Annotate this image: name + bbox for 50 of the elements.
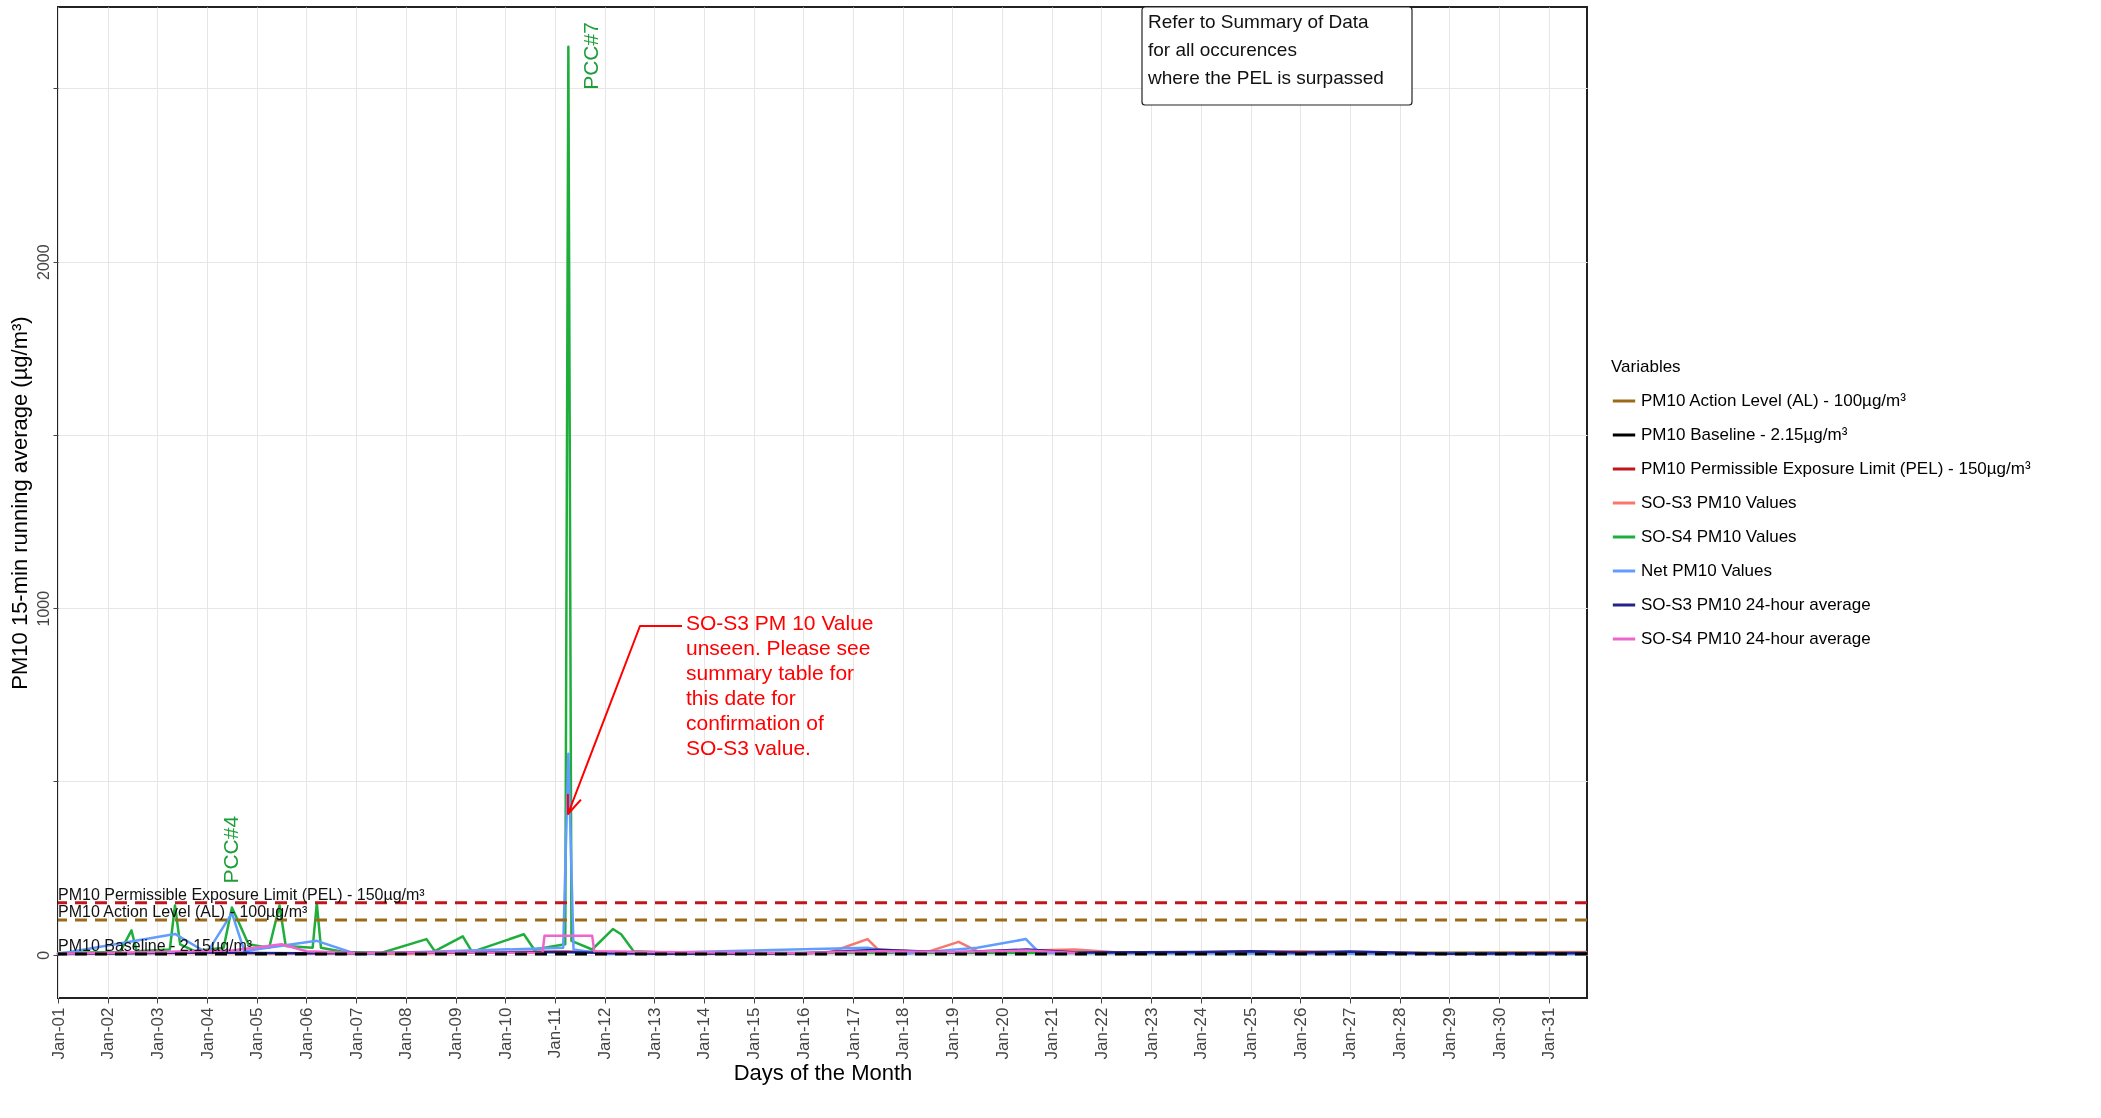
x-tick-label: Jan-18 <box>893 1007 913 1060</box>
y-tick-label: 2000 <box>34 244 52 280</box>
x-tick-label: Jan-15 <box>744 1007 764 1060</box>
x-axis-title: Days of the Month <box>733 1060 913 1086</box>
x-tick-label: Jan-11 <box>545 1007 565 1059</box>
x-tick-label: Jan-27 <box>1340 1007 1360 1060</box>
legend-label: SO-S3 PM10 24-hour average <box>1641 595 1871 614</box>
x-tick-label: Jan-07 <box>346 1007 366 1060</box>
annotation: PCC#7 <box>579 22 603 90</box>
x-tick-label: Jan-14 <box>694 1007 714 1060</box>
annotation: Refer to Summary of Data for all occurences where the PEL is surpassed <box>1147 11 1384 88</box>
ref-line-label: PM10 Permissible Exposure Limit (PEL) - 150µg/m³ <box>58 885 426 903</box>
x-tick-label: Jan-26 <box>1290 1007 1310 1060</box>
x-tick-label: Jan-04 <box>197 1007 217 1060</box>
x-tick-label: Jan-03 <box>147 1007 167 1060</box>
x-tick-label: Jan-08 <box>396 1007 416 1060</box>
x-tick-label: Jan-10 <box>495 1007 515 1060</box>
x-tick-label: Jan-01 <box>48 1007 68 1060</box>
text: PM10 Baseline - 2.15µg/m³ <box>1641 425 1848 444</box>
legend-label: Net PM10 Values <box>1641 561 1773 580</box>
x-tick-label: Jan-28 <box>1390 1007 1410 1060</box>
x-tick-label: Jan-30 <box>1489 1007 1509 1060</box>
y-axis-title: PM10 15-min running average (µg/m³) <box>6 316 32 690</box>
annotation: PCC#4 <box>218 815 242 884</box>
x-tick-label: Jan-22 <box>1091 1007 1111 1060</box>
legend-label: SO-S4 PM10 Values <box>1641 527 1797 546</box>
text: PM10 Permissible Exposure Limit (PEL) - 150µg/m³ <box>1641 459 2031 478</box>
x-tick-label: Jan-17 <box>843 1007 863 1060</box>
annotation: SO-S3 PM 10 Value unseen. Please see summary table for this date for confirmation of SO-S3 value. <box>686 611 874 759</box>
x-tick-label: Jan-16 <box>793 1007 813 1060</box>
x-tick-label: Jan-21 <box>1042 1007 1062 1060</box>
x-tick-label: Jan-19 <box>942 1007 962 1060</box>
x-tick-label: Jan-24 <box>1191 1007 1211 1060</box>
x-tick-label: Jan-02 <box>98 1007 118 1060</box>
x-tick-label: Jan-13 <box>644 1007 664 1060</box>
x-tick-label: Jan-25 <box>1241 1007 1261 1060</box>
x-tick-label: Jan-23 <box>1141 1007 1161 1060</box>
x-tick-label: Jan-06 <box>296 1007 316 1060</box>
x-tick-label: Jan-09 <box>446 1007 466 1060</box>
x-tick-label: Jan-31 <box>1539 1007 1559 1060</box>
x-tick-label: Jan-12 <box>595 1007 615 1060</box>
legend-label: SO-S3 PM10 Values <box>1641 493 1797 512</box>
legend-label: SO-S4 PM10 24-hour average <box>1641 629 1871 648</box>
x-tick-label: Jan-05 <box>247 1007 267 1060</box>
legend-title: Variables <box>1611 357 1681 376</box>
y-tick-label: 0 <box>34 950 52 960</box>
x-tick-label: Jan-20 <box>992 1007 1012 1060</box>
y-tick-label: 1000 <box>34 590 52 627</box>
text: PM10 Action Level (AL) - 100µg/m³ <box>1641 391 1906 410</box>
x-tick-label: Jan-29 <box>1439 1007 1459 1060</box>
